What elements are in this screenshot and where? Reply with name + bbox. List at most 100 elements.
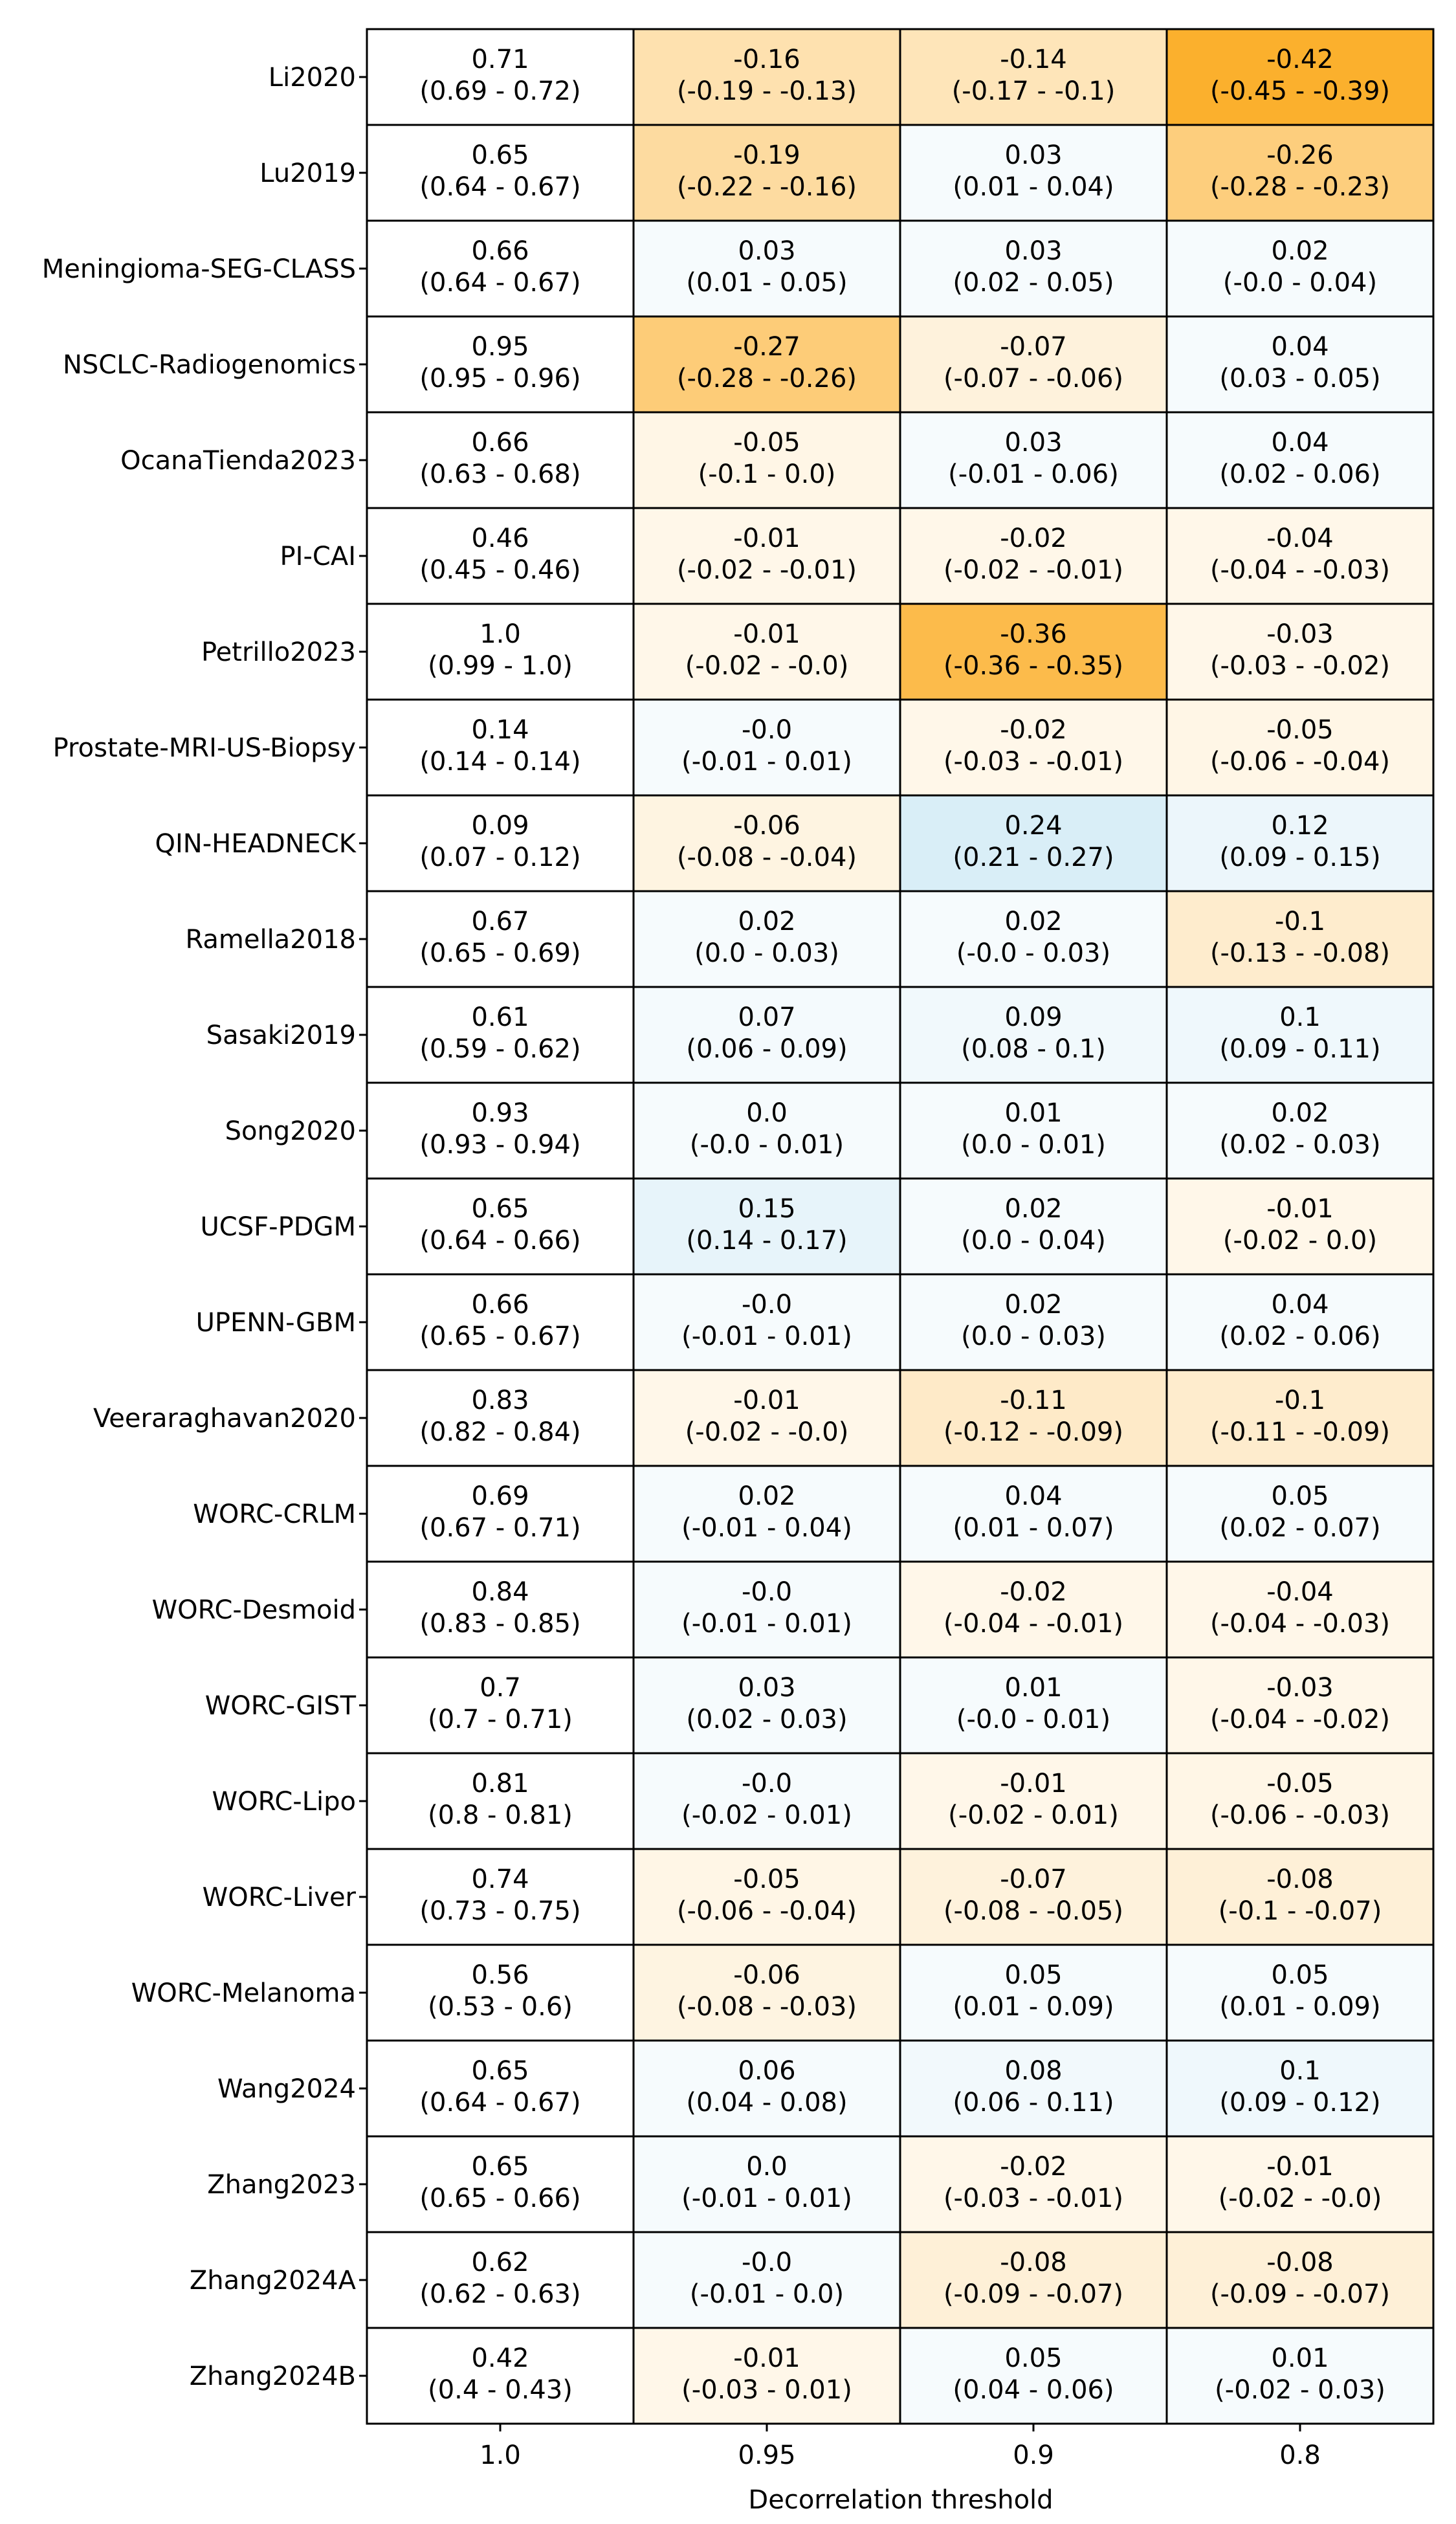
heatmap-cell-rect xyxy=(366,2039,635,2138)
cell-value-label: 0.12 xyxy=(1271,811,1329,841)
cell-ci-label: (0.65 - 0.69) xyxy=(419,938,580,968)
cell-value-label: 0.01 xyxy=(1271,2343,1329,2373)
heatmap-cell-rect xyxy=(899,890,1168,988)
row-label: Sasaki2019 xyxy=(206,1021,356,1050)
heatmap-cell-rect xyxy=(632,28,901,126)
cell-ci-label: (-0.22 - -0.16) xyxy=(677,172,857,202)
heatmap-cell: 0.42(0.4 - 0.43) xyxy=(366,2327,635,2425)
heatmap-cell-rect xyxy=(1165,1943,1435,2042)
cell-value-label: 0.04 xyxy=(1271,428,1329,458)
heatmap-cell: -0.04(-0.04 - -0.03) xyxy=(1165,507,1435,605)
cell-value-label: 0.65 xyxy=(471,2152,529,2182)
heatmap-cell: 0.1(0.09 - 0.11) xyxy=(1165,986,1435,1084)
cell-value-label: -0.0 xyxy=(742,1769,792,1799)
heatmap-cell-rect xyxy=(899,1081,1168,1180)
cell-value-label: -0.26 xyxy=(1266,140,1334,170)
cell-ci-label: (0.09 - 0.15) xyxy=(1219,843,1380,872)
heatmap-cell: 0.08(0.06 - 0.11) xyxy=(899,2039,1168,2138)
cell-value-label: 0.95 xyxy=(471,332,529,362)
heatmap-cell: 0.65(0.64 - 0.67) xyxy=(366,124,635,222)
cell-value-label: -0.16 xyxy=(733,45,800,74)
cell-value-label: 1.0 xyxy=(480,619,521,649)
cell-value-label: 0.04 xyxy=(1271,332,1329,362)
heatmap-cell-rect xyxy=(1165,219,1435,318)
cell-ci-label: (-0.1 - 0.0) xyxy=(698,459,836,489)
cell-value-label: -0.01 xyxy=(733,2343,800,2373)
heatmap-cell-rect xyxy=(366,1081,635,1180)
row-label: Li2020 xyxy=(269,63,356,93)
heatmap-cell: 0.56(0.53 - 0.6) xyxy=(366,1943,635,2042)
heatmap-cell-rect xyxy=(1165,2135,1435,2233)
cell-ci-label: (0.93 - 0.94) xyxy=(419,1130,580,1160)
heatmap-cell: 0.01(0.0 - 0.01) xyxy=(899,1081,1168,1180)
cell-value-label: -0.11 xyxy=(1000,1386,1067,1415)
cell-ci-label: (-0.11 - -0.09) xyxy=(1210,1417,1390,1447)
row-label: WORC-Melanoma xyxy=(131,1978,356,2008)
cell-value-label: 0.02 xyxy=(1004,907,1062,936)
cell-value-label: -0.02 xyxy=(1000,524,1067,553)
cell-ci-label: (-0.02 - 0.03) xyxy=(1215,2375,1385,2405)
cell-value-label: 0.46 xyxy=(471,524,529,553)
cell-ci-label: (0.14 - 0.14) xyxy=(419,747,580,777)
row-label: Lu2019 xyxy=(259,159,356,188)
cell-ci-label: (0.02 - 0.06) xyxy=(1219,1322,1380,1351)
cell-value-label: -0.01 xyxy=(1266,1194,1334,1224)
cell-ci-label: (-0.01 - 0.01) xyxy=(681,747,852,777)
heatmap-cell: -0.01(-0.02 - -0.0) xyxy=(632,1369,901,1467)
heatmap-cell: 0.61(0.59 - 0.62) xyxy=(366,986,635,1084)
cell-ci-label: (0.8 - 0.81) xyxy=(428,1800,573,1830)
cell-ci-label: (0.65 - 0.67) xyxy=(419,1322,580,1351)
cell-value-label: 0.15 xyxy=(738,1194,795,1224)
heatmap-cell: -0.08(-0.09 - -0.07) xyxy=(899,2231,1168,2329)
heatmap-cell-rect xyxy=(899,698,1168,797)
cell-value-label: 0.56 xyxy=(471,1960,529,1990)
cell-ci-label: (-0.01 - 0.01) xyxy=(681,2184,852,2213)
cell-ci-label: (-0.02 - 0.01) xyxy=(681,1800,852,1830)
cell-value-label: 0.66 xyxy=(471,428,529,458)
cell-value-label: 0.24 xyxy=(1004,811,1062,841)
heatmap-cell-rect xyxy=(1165,1465,1435,1563)
heatmap-cell-rect xyxy=(1165,1273,1435,1371)
cell-ci-label: (0.02 - 0.07) xyxy=(1219,1513,1380,1543)
row-label: WORC-CRLM xyxy=(193,1500,356,1529)
heatmap-cell: -0.01(-0.02 - -0.01) xyxy=(632,507,901,605)
cell-ci-label: (-0.04 - -0.02) xyxy=(1210,1705,1390,1734)
cell-value-label: -0.01 xyxy=(733,1386,800,1415)
heatmap-cell: 0.0(-0.0 - 0.01) xyxy=(632,1081,901,1180)
cell-ci-label: (-0.06 - -0.04) xyxy=(677,1896,857,1926)
cell-value-label: 0.74 xyxy=(471,1865,529,1894)
cell-value-label: -0.01 xyxy=(1266,2152,1334,2182)
heatmap-cell-rect xyxy=(366,2327,635,2425)
cell-ci-label: (0.65 - 0.66) xyxy=(419,2184,580,2213)
heatmap-cell-rect xyxy=(632,219,901,318)
heatmap-cell: 0.65(0.64 - 0.67) xyxy=(366,2039,635,2138)
cell-value-label: -0.19 xyxy=(733,140,800,170)
heatmap-cell: 0.02(0.0 - 0.04) xyxy=(899,1177,1168,1276)
heatmap-cell-rect xyxy=(899,1177,1168,1276)
heatmap-cell: 0.04(0.01 - 0.07) xyxy=(899,1465,1168,1563)
heatmap-cell: -0.1(-0.11 - -0.09) xyxy=(1165,1369,1435,1467)
cell-value-label: -0.01 xyxy=(733,524,800,553)
cell-ci-label: (-0.06 - -0.03) xyxy=(1210,1800,1390,1830)
cell-value-label: 0.02 xyxy=(1271,1098,1329,1128)
heatmap-cell: 0.66(0.65 - 0.67) xyxy=(366,1273,635,1371)
cell-ci-label: (-0.04 - -0.01) xyxy=(943,1609,1123,1639)
heatmap-cell-rect xyxy=(899,2327,1168,2425)
cell-ci-label: (-0.09 - -0.07) xyxy=(1210,2279,1390,2309)
cell-ci-label: (-0.02 - -0.0) xyxy=(1219,2184,1382,2213)
heatmap-cell-rect xyxy=(632,1943,901,2042)
cell-ci-label: (-0.01 - 0.01) xyxy=(681,1322,852,1351)
row-label: WORC-Desmoid xyxy=(152,1595,356,1625)
cell-ci-label: (0.21 - 0.27) xyxy=(953,843,1114,872)
row-label: WORC-Liver xyxy=(203,1883,357,1912)
heatmap-cell-rect xyxy=(1165,28,1435,126)
heatmap-cell-rect xyxy=(632,411,901,509)
row-label: PI-CAI xyxy=(280,542,356,571)
cell-value-label: 0.05 xyxy=(1004,2343,1062,2373)
cell-value-label: 0.65 xyxy=(471,140,529,170)
cell-value-label: 0.06 xyxy=(738,2056,795,2086)
heatmap-cell: -0.05(-0.06 - -0.04) xyxy=(632,1848,901,1946)
cell-value-label: -0.05 xyxy=(1266,1769,1334,1799)
heatmap-cell: 0.01(-0.0 - 0.01) xyxy=(899,1656,1168,1755)
cell-value-label: -0.03 xyxy=(1266,1673,1334,1703)
